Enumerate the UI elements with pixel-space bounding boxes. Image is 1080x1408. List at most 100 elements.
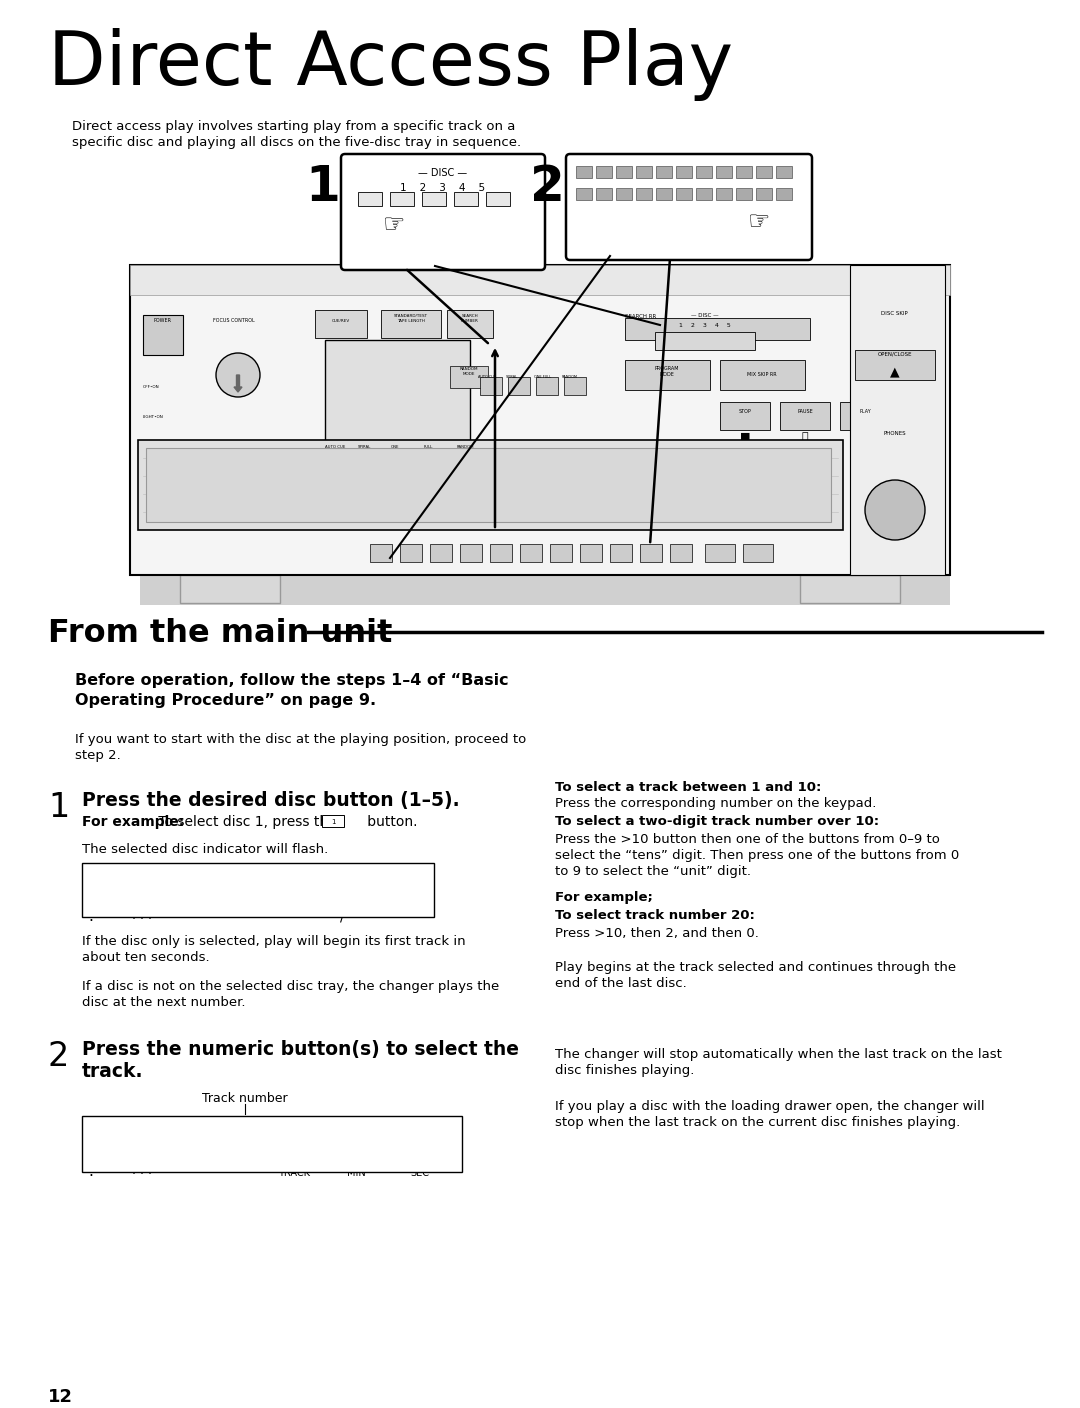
- Text: PLAY: PLAY: [859, 408, 870, 414]
- Bar: [616, 189, 632, 200]
- Bar: [756, 166, 772, 177]
- Bar: [654, 332, 755, 351]
- Bar: [508, 377, 530, 396]
- Text: SEARCH RR: SEARCH RR: [625, 314, 657, 320]
- Text: ×1►×2►×3►×4►×5►: ×1►×2►×3►×4►×5►: [87, 1142, 264, 1157]
- Text: 1: 1: [330, 819, 335, 825]
- Text: ⏸: ⏸: [801, 432, 808, 442]
- Text: The selected disc indicator will flash.: The selected disc indicator will flash.: [82, 843, 328, 856]
- Text: If a disc is not on the selected disc tray, the changer plays the: If a disc is not on the selected disc tr…: [82, 980, 499, 993]
- Text: MIX SKIP RR: MIX SKIP RR: [747, 372, 777, 377]
- Text: Press the numeric button(s) to select the: Press the numeric button(s) to select th…: [82, 1041, 519, 1059]
- Text: SEC: SEC: [410, 1169, 429, 1178]
- Text: SPIRAL: SPIRAL: [507, 375, 518, 379]
- Text: 9: 9: [282, 1124, 307, 1162]
- Text: The changer will stop automatically when the last track on the last: The changer will stop automatically when…: [555, 1048, 1002, 1062]
- Text: Operating Procedure” on page 9.: Operating Procedure” on page 9.: [75, 693, 376, 708]
- Text: If the disc only is selected, play will begin its first track in: If the disc only is selected, play will …: [82, 935, 465, 948]
- Text: /: /: [352, 877, 362, 905]
- Text: TRACK: TRACK: [278, 1169, 310, 1178]
- Bar: [130, 265, 950, 296]
- Text: For example:: For example:: [82, 815, 185, 829]
- Text: select the “tens” digit. Then press one of the buttons from 0: select the “tens” digit. Then press one …: [555, 849, 959, 862]
- Bar: [800, 574, 900, 603]
- Text: RANDOM: RANDOM: [457, 445, 474, 449]
- Bar: [390, 191, 414, 206]
- Bar: [696, 189, 712, 200]
- Text: Before operation, follow the steps 1–4 of “Basic: Before operation, follow the steps 1–4 o…: [75, 673, 509, 689]
- Text: To select track number 20:: To select track number 20:: [555, 910, 755, 922]
- Bar: [357, 191, 382, 206]
- Text: 12: 12: [48, 1388, 73, 1407]
- Bar: [400, 543, 422, 562]
- Bar: [576, 189, 592, 200]
- Bar: [130, 265, 950, 574]
- Text: Press the corresponding number on the keypad.: Press the corresponding number on the ke…: [555, 797, 876, 810]
- Text: 2: 2: [48, 1041, 69, 1073]
- Bar: [490, 543, 512, 562]
- Bar: [519, 543, 542, 562]
- Text: 0:01: 0:01: [342, 1126, 405, 1155]
- Text: 1    2    3    4    5: 1 2 3 4 5: [679, 322, 731, 328]
- Text: to 9 to select the “unit” digit.: to 9 to select the “unit” digit.: [555, 865, 751, 879]
- Text: ONE FULL: ONE FULL: [534, 375, 551, 379]
- Text: 1: 1: [48, 791, 69, 824]
- Bar: [480, 377, 502, 396]
- Text: |: |: [92, 867, 95, 879]
- Text: /: /: [340, 910, 345, 924]
- Text: STOP: STOP: [739, 408, 752, 414]
- Text: Direct access play involves starting play from a specific track on a: Direct access play involves starting pla…: [72, 120, 515, 132]
- Bar: [82, 863, 434, 917]
- Bar: [625, 318, 810, 339]
- Bar: [720, 403, 770, 429]
- Text: |: |: [86, 867, 90, 879]
- Text: TRACK: TRACK: [348, 910, 380, 919]
- Text: CUE/REV: CUE/REV: [332, 320, 350, 322]
- Bar: [486, 191, 510, 206]
- Text: ×1►×2►×3►×4►×5►: ×1►×2►×3►×4►×5►: [87, 888, 264, 904]
- Text: STANDARD/TEST
TAPE LENGTH: STANDARD/TEST TAPE LENGTH: [394, 314, 428, 322]
- Text: — DISC —: — DISC —: [418, 168, 468, 177]
- Bar: [422, 191, 446, 206]
- Text: LIGHT•ON: LIGHT•ON: [143, 415, 164, 420]
- Text: track.: track.: [82, 1062, 144, 1081]
- Text: POWER: POWER: [154, 318, 172, 322]
- Text: ☞: ☞: [748, 210, 770, 234]
- FancyBboxPatch shape: [566, 153, 812, 260]
- Bar: [146, 448, 831, 522]
- Text: ► DISC: ► DISC: [200, 910, 239, 919]
- Text: 2: 2: [530, 163, 565, 211]
- Bar: [716, 189, 732, 200]
- Bar: [576, 166, 592, 177]
- Text: . . .: . . .: [132, 910, 152, 922]
- Text: 1: 1: [306, 163, 340, 211]
- Text: ☞: ☞: [383, 213, 405, 237]
- Bar: [855, 351, 935, 380]
- Text: DISC SKIP: DISC SKIP: [880, 311, 907, 315]
- Text: stop when the last track on the current disc finishes playing.: stop when the last track on the current …: [555, 1117, 960, 1129]
- Bar: [636, 189, 652, 200]
- Text: Direct Access Play: Direct Access Play: [48, 28, 733, 101]
- Bar: [670, 543, 692, 562]
- Bar: [640, 543, 662, 562]
- Text: To select disc 1, press the       button.: To select disc 1, press the button.: [154, 815, 418, 829]
- Text: SEARCH
NUMBER: SEARCH NUMBER: [461, 314, 478, 322]
- Bar: [696, 166, 712, 177]
- Text: FOCUS CONTROL: FOCUS CONTROL: [213, 318, 255, 322]
- Text: ▶: ▶: [861, 432, 869, 442]
- Bar: [370, 543, 392, 562]
- Text: — DISC —: — DISC —: [691, 313, 719, 318]
- Text: PROGRAM
MODE: PROGRAM MODE: [654, 366, 679, 377]
- Text: ▲: ▲: [890, 365, 900, 377]
- Text: If you play a disc with the loading drawer open, the changer will: If you play a disc with the loading draw…: [555, 1100, 985, 1112]
- Text: If you want to start with the disc at the playing position, proceed to: If you want to start with the disc at th…: [75, 734, 526, 746]
- Bar: [180, 574, 280, 603]
- Text: disc at the next number.: disc at the next number.: [82, 995, 245, 1010]
- Text: To select a two-digit track number over 10:: To select a two-digit track number over …: [555, 815, 879, 828]
- Bar: [610, 543, 632, 562]
- Bar: [850, 265, 945, 574]
- Bar: [676, 166, 692, 177]
- Text: about ten seconds.: about ten seconds.: [82, 950, 210, 964]
- Bar: [143, 315, 183, 355]
- Bar: [850, 308, 939, 329]
